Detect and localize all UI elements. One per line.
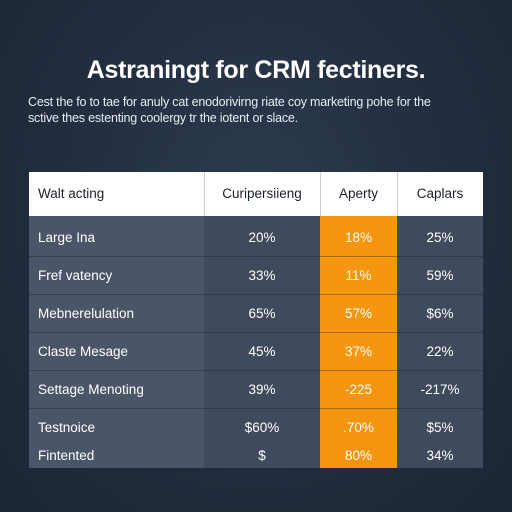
- column-4-background: [397, 216, 483, 468]
- table-cell: 34%: [426, 448, 454, 463]
- table-row[interactable]: Large Ina 20% 18% 25%: [29, 218, 483, 257]
- table-row[interactable]: Fref vatency 33% 11% 59%: [29, 256, 483, 295]
- row-divider: [29, 294, 483, 295]
- table-cell: 45%: [248, 344, 276, 359]
- table-row[interactable]: Testnoice $60% .70% $5%: [29, 408, 483, 447]
- table-cell: -217%: [420, 382, 460, 397]
- page-title: Astraningt for CRM fectiners.: [86, 56, 426, 84]
- header-divider: [397, 172, 398, 216]
- table-cell: 22%: [426, 344, 454, 359]
- row-label: Large Ina: [38, 230, 96, 245]
- column-header-4[interactable]: Caplars: [416, 186, 464, 201]
- subtitle-line-1: Cest the fo to tae for anuly cat enodori…: [28, 95, 431, 109]
- header-divider: [204, 172, 205, 216]
- row-divider: [29, 408, 483, 409]
- table-cell: -225: [344, 382, 373, 397]
- table-cell: 59%: [426, 268, 454, 283]
- row-divider: [29, 370, 483, 371]
- table-cell: 80%: [344, 448, 373, 463]
- table-cell: $6%: [426, 306, 454, 321]
- table-cell: $: [258, 448, 266, 463]
- row-label: Fintented: [38, 448, 95, 463]
- subtitle-line-2: sctive thes estenting coolergy tr the io…: [28, 111, 298, 125]
- table-row[interactable]: Fintented $80% 34%: [29, 436, 483, 475]
- row-label: Claste Mesage: [38, 344, 129, 359]
- table-row[interactable]: Mebnerelulation 65% 57% $6%: [29, 294, 483, 333]
- table-cell: 11%: [345, 268, 372, 283]
- table-cell: .70%: [343, 420, 374, 435]
- table-header: Walt acting Curipersiieng Aperty Caplars: [29, 172, 483, 216]
- highlight-column-background: [320, 216, 397, 468]
- row-label: Testnoice: [38, 420, 96, 435]
- table-cell: 20%: [248, 230, 276, 245]
- row-label: Fref vatency: [38, 268, 113, 283]
- column-header-1[interactable]: Walt acting: [38, 186, 105, 201]
- table-cell: 65%: [248, 306, 276, 321]
- table-cell: $60%: [244, 420, 280, 435]
- column-2-background: [204, 216, 320, 468]
- comparison-table: Walt acting Curipersiieng Aperty Caplars…: [29, 172, 483, 468]
- table-cell: 39%: [248, 382, 276, 397]
- table-cell: $5%: [426, 420, 454, 435]
- row-divider: [29, 256, 483, 257]
- table-cell: 57%: [344, 306, 373, 321]
- column-header-2[interactable]: Curipersiieng: [222, 186, 302, 201]
- column-header-3[interactable]: Aperty: [338, 186, 379, 201]
- row-label: Settage Menoting: [38, 382, 144, 397]
- table-cell: 25%: [426, 230, 454, 245]
- row-label: Mebnerelulation: [38, 306, 135, 321]
- table-row[interactable]: Settage Menoting 39% -225 -217%: [29, 370, 483, 409]
- table-cell: 37%: [344, 344, 373, 359]
- header-divider: [320, 172, 321, 216]
- row-divider: [29, 332, 483, 333]
- table-cell: 33%: [248, 268, 276, 283]
- page-subtitle: Cest the fo to tae for anuly cat enodori…: [28, 94, 488, 126]
- table-cell: 18%: [344, 230, 373, 245]
- table-row[interactable]: Claste Mesage 45% 37% 22%: [29, 332, 483, 371]
